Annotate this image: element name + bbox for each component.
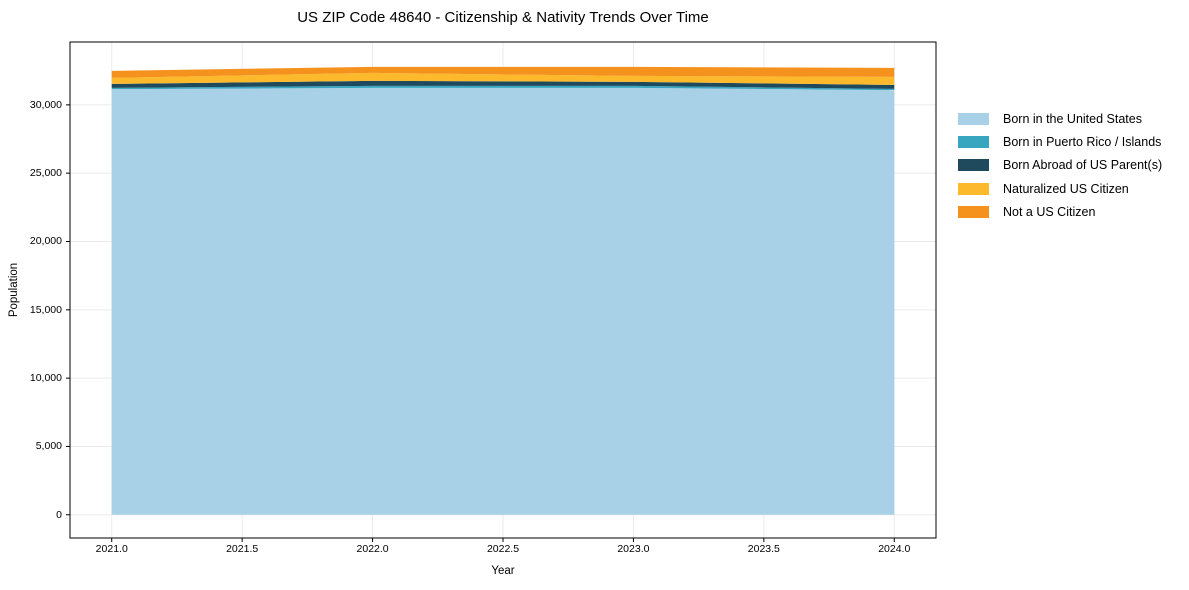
- legend-swatch-icon: [958, 206, 989, 219]
- legend-label: Born in the United States: [1003, 111, 1142, 126]
- x-tick-label-2023-5: 2023.5: [747, 543, 780, 555]
- legend-swatch-icon: [958, 159, 989, 172]
- x-tick-label-2021-0: 2021.0: [95, 543, 128, 555]
- legend-item-not-a-us-citizen: Not a US Citizen: [958, 201, 1162, 224]
- legend-label: Born Abroad of US Parent(s): [1003, 158, 1163, 173]
- legend-label: Born in Puerto Rico / Islands: [1003, 135, 1162, 150]
- area-not-a-us-citizen: [111, 66, 895, 78]
- y-tick-label-15-000: 15,000: [29, 303, 62, 316]
- area-born-abroad-of-us-parent-s: [111, 80, 895, 89]
- area-born-in-puerto-rico-islands: [111, 85, 895, 91]
- area-born-in-the-united-states: [111, 87, 895, 515]
- y-tick-label-5-000: 5,000: [35, 440, 62, 453]
- y-tick-label-30-000: 30,000: [29, 98, 62, 111]
- y-tick-label-10-000: 10,000: [29, 371, 62, 384]
- legend: Born in the United States Born in Puerto …: [958, 107, 1162, 224]
- x-tick-label-2022-0: 2022.0: [356, 543, 389, 555]
- chart-title: US ZIP Code 48640 - Citizenship & Nativi…: [297, 9, 709, 26]
- x-tick-label-2022-5: 2022.5: [486, 543, 520, 555]
- legend-label: Naturalized US Citizen: [1003, 181, 1129, 196]
- legend-item-born-abroad-of-us-parent-s: Born Abroad of US Parent(s): [958, 154, 1162, 177]
- legend-item-naturalized-us-citizen: Naturalized US Citizen: [958, 177, 1162, 200]
- legend-item-born-in-puerto-rico-islands: Born in Puerto Rico / Islands: [958, 130, 1162, 153]
- legend-swatch-icon: [958, 136, 989, 149]
- y-tick-label-25-000: 25,000: [29, 166, 62, 179]
- tick-marks: [66, 104, 895, 542]
- x-tick-label-2023-0: 2023.0: [617, 543, 650, 555]
- area-naturalized-us-citizen: [111, 72, 895, 85]
- legend-swatch-icon: [958, 112, 989, 125]
- x-tick-label-2021-5: 2021.5: [226, 543, 259, 555]
- y-tick-label-0: 0: [56, 508, 62, 521]
- y-tick-label-20-000: 20,000: [29, 235, 62, 248]
- x-tick-label-2024-0: 2024.0: [878, 543, 911, 555]
- legend-swatch-icon: [958, 182, 989, 195]
- legend-item-born-in-the-united-states: Born in the United States: [958, 107, 1162, 130]
- x-axis-label: Year: [491, 565, 515, 577]
- legend-label: Not a US Citizen: [1003, 205, 1096, 220]
